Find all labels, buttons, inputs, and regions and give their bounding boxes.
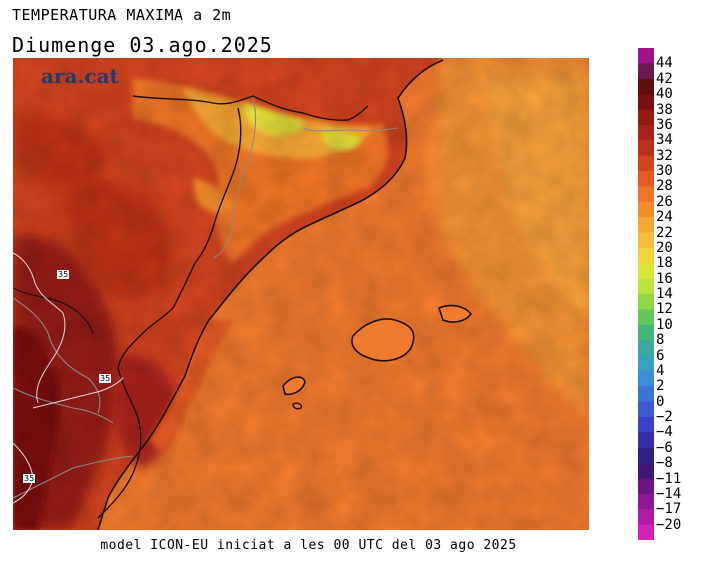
- colorbar-swatch: [638, 401, 654, 418]
- colorbar-swatch: [638, 509, 654, 526]
- country-border: [132, 95, 369, 121]
- colorbar-label: 10: [656, 316, 673, 333]
- colorbar-label: 34: [656, 132, 673, 149]
- colorbar-label: 26: [656, 193, 673, 210]
- colorbar-swatch: [638, 417, 654, 433]
- colorbar-swatch: [638, 386, 654, 403]
- colorbar-label: 2: [656, 378, 665, 395]
- colorbar-label: 16: [656, 270, 673, 287]
- colorbar-swatch: [638, 355, 654, 372]
- colorbar-swatch: [638, 493, 654, 510]
- colorbar-swatch: [638, 140, 654, 157]
- regional-border-catalonia: [194, 107, 242, 264]
- colorbar-label: 36: [656, 116, 673, 133]
- colorbar-label: −2: [656, 409, 673, 425]
- colorbar-label: 38: [656, 101, 673, 118]
- temperature-colorbar: [638, 48, 654, 540]
- colorbar-swatch: [638, 78, 654, 95]
- colorbar-label: 4: [656, 362, 665, 379]
- colorbar-swatch: [638, 94, 654, 111]
- colorbar-label: −4: [656, 424, 673, 441]
- isotherm-label: 35: [99, 374, 112, 383]
- colorbar-label: 42: [656, 70, 673, 87]
- island-formentera: [292, 402, 303, 410]
- island-mallorca: [351, 318, 415, 362]
- colorbar-label: −11: [656, 470, 682, 487]
- colorbar-swatch: [638, 63, 654, 80]
- colorbar-swatch: [638, 232, 654, 249]
- colorbar-label: −17: [656, 501, 682, 518]
- colorbar-swatch: [638, 186, 654, 203]
- colorbar-swatch: [638, 263, 654, 280]
- colorbar-label: 30: [656, 163, 673, 179]
- colorbar-swatch: [638, 109, 654, 126]
- coastline: [97, 59, 444, 530]
- colorbar-swatch: [638, 48, 654, 64]
- colorbar-swatch: [638, 524, 654, 540]
- isotherm-35: [13, 252, 66, 404]
- colorbar-label: −6: [656, 439, 673, 456]
- colorbar-swatch: [638, 171, 654, 187]
- colorbar-label: −14: [656, 485, 682, 502]
- colorbar-label: −20: [656, 516, 682, 533]
- colorbar-label: 28: [656, 178, 673, 195]
- colorbar-swatch: [638, 155, 654, 172]
- colorbar-labels: 44 42 40 38 36 34 32 30 28 26 24 22 20 18 16 14 12 10 8 6 4 2…: [656, 48, 708, 540]
- colorbar-swatch: [638, 447, 654, 464]
- colorbar-label: 44: [656, 55, 673, 72]
- colorbar-swatch: [638, 478, 654, 495]
- isotherm-label: 35: [57, 270, 70, 279]
- colorbar-swatch: [638, 370, 654, 387]
- colorbar-swatch: [638, 432, 654, 449]
- colorbar-swatch: [638, 217, 654, 234]
- colorbar-label: 8: [656, 332, 665, 349]
- colorbar-swatch: [638, 309, 654, 326]
- colorbar-label: 12: [656, 301, 673, 318]
- colorbar-swatch: [638, 201, 654, 218]
- map-title: TEMPERATURA MAXIMA a 2m: [12, 6, 232, 24]
- map-date: Diumenge 03.ago.2025: [12, 33, 273, 57]
- colorbar-label: 40: [656, 86, 673, 103]
- colorbar-swatch: [638, 278, 654, 295]
- colorbar-label: 6: [656, 347, 665, 364]
- colorbar-label: 32: [656, 147, 673, 164]
- island-menorca: [438, 304, 473, 323]
- colorbar-label: −8: [656, 455, 673, 472]
- isotherm-label: 35: [23, 474, 36, 483]
- colorbar-label: 22: [656, 224, 673, 241]
- island-eivissa: [282, 376, 306, 396]
- colorbar-label: 24: [656, 209, 673, 226]
- ara-cat-logo: ara.cat: [41, 64, 119, 88]
- colorbar-label: 20: [656, 239, 673, 256]
- colorbar-swatch: [638, 340, 654, 357]
- colorbar-label: 0: [656, 393, 665, 410]
- colorbar-swatch: [638, 324, 654, 341]
- temperature-map: ara.cat 35 35 35: [13, 58, 589, 530]
- colorbar-swatch: [638, 124, 654, 141]
- colorbar-swatch: [638, 247, 654, 264]
- colorbar-swatch: [638, 463, 654, 480]
- colorbar-swatch: [638, 294, 654, 310]
- provincial-border: [212, 97, 257, 259]
- colorbar-label: 14: [656, 286, 673, 302]
- colorbar-label: 18: [656, 255, 673, 272]
- model-footer: model ICON-EU iniciat a les 00 UTC del 0…: [100, 538, 517, 553]
